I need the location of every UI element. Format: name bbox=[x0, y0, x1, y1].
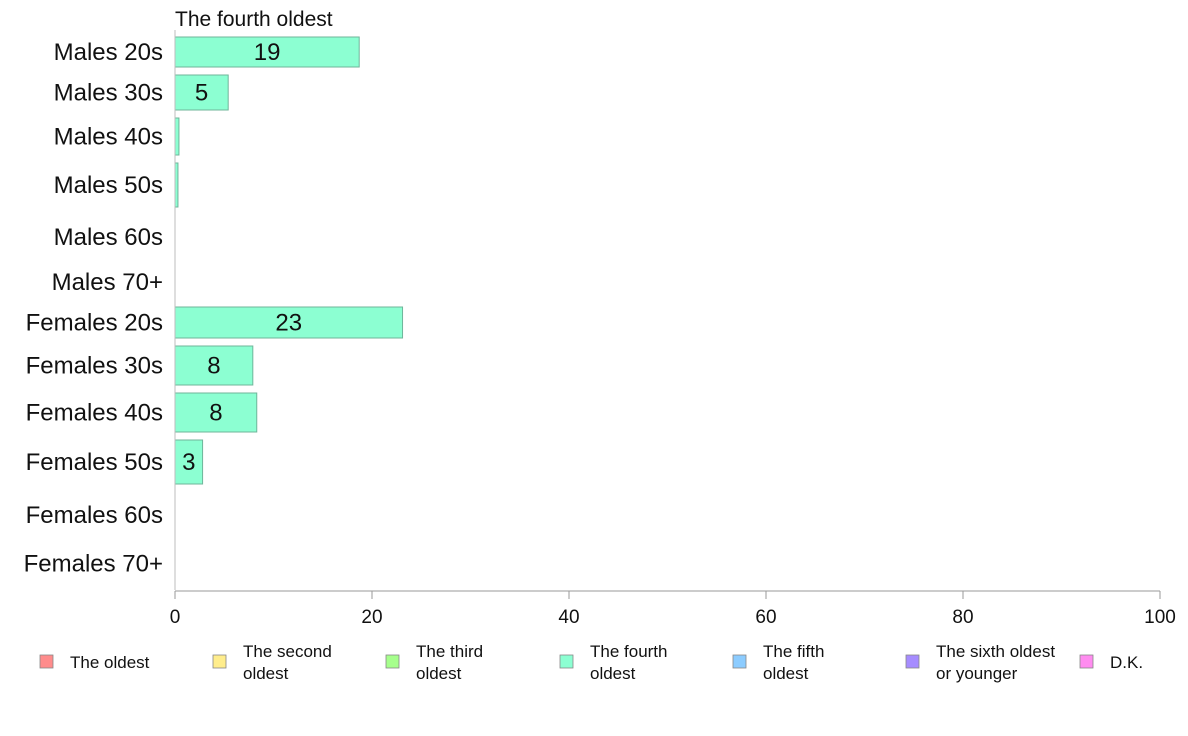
category-label: Females 50s bbox=[26, 449, 163, 476]
legend: The oldest The second oldest The third oldes… bbox=[39, 642, 1143, 683]
data-label: 23 bbox=[275, 310, 302, 337]
legend-swatch bbox=[732, 654, 747, 669]
bars-group: Males 20s 19 Males 30s 5 Males 40s Males 50s M… bbox=[24, 30, 404, 590]
legend-label: The third bbox=[416, 642, 483, 661]
category-label: Males 30s bbox=[54, 80, 163, 107]
legend-item: The third oldest bbox=[385, 642, 483, 683]
legend-item: The fifth oldest bbox=[732, 642, 824, 683]
bar bbox=[174, 117, 180, 156]
legend-label: The sixth oldest bbox=[936, 642, 1055, 661]
legend-label: The fifth bbox=[763, 642, 824, 661]
x-tick-label: 100 bbox=[1144, 607, 1176, 628]
x-tick-label: 0 bbox=[170, 607, 181, 628]
data-label: 8 bbox=[209, 400, 222, 427]
legend-label: oldest bbox=[416, 664, 462, 683]
category-label: Males 40s bbox=[54, 124, 163, 151]
legend-label: oldest bbox=[590, 664, 636, 683]
legend-swatch bbox=[212, 654, 227, 669]
legend-label: The fourth bbox=[590, 642, 668, 661]
data-label: 8 bbox=[207, 353, 220, 380]
legend-item: The fourth oldest bbox=[559, 642, 668, 683]
legend-swatch bbox=[559, 654, 574, 669]
category-label: Females 70+ bbox=[24, 551, 163, 578]
category-label: Females 40s bbox=[26, 400, 163, 427]
category-label: Males 70+ bbox=[52, 269, 163, 296]
x-tick-label: 60 bbox=[755, 607, 776, 628]
legend-swatch bbox=[385, 654, 400, 669]
legend-item: D.K. bbox=[1079, 653, 1143, 672]
category-label: Males 20s bbox=[54, 39, 163, 66]
chart-title: The fourth oldest bbox=[175, 8, 333, 31]
legend-label: The oldest bbox=[70, 653, 150, 672]
category-label: Females 20s bbox=[26, 310, 163, 337]
x-tick-label: 80 bbox=[952, 607, 973, 628]
legend-label: The second bbox=[243, 642, 332, 661]
legend-item: The second oldest bbox=[212, 642, 332, 683]
category-label: Females 30s bbox=[26, 353, 163, 380]
bar bbox=[174, 36, 360, 68]
legend-label: or younger bbox=[936, 664, 1018, 683]
legend-label: D.K. bbox=[1110, 653, 1143, 672]
bar bbox=[174, 439, 204, 485]
bar bbox=[174, 74, 229, 111]
legend-swatch bbox=[39, 654, 54, 669]
legend-label: oldest bbox=[763, 664, 809, 683]
data-label: 19 bbox=[254, 39, 281, 66]
category-label: Males 50s bbox=[54, 172, 163, 199]
category-label: Males 60s bbox=[54, 224, 163, 251]
category-label: Females 60s bbox=[26, 502, 163, 529]
bar bbox=[174, 345, 254, 386]
data-label: 3 bbox=[182, 449, 195, 476]
data-label: 5 bbox=[195, 80, 208, 107]
x-axis: 0 20 40 60 80 100 bbox=[170, 590, 1176, 628]
legend-item: The oldest bbox=[39, 653, 150, 672]
x-tick-label: 40 bbox=[558, 607, 579, 628]
bar bbox=[174, 392, 258, 433]
legend-swatch bbox=[1079, 654, 1094, 669]
x-tick-label: 20 bbox=[361, 607, 382, 628]
legend-swatch bbox=[905, 654, 920, 669]
legend-label: oldest bbox=[243, 664, 289, 683]
legend-item: The sixth oldest or younger bbox=[905, 642, 1055, 683]
